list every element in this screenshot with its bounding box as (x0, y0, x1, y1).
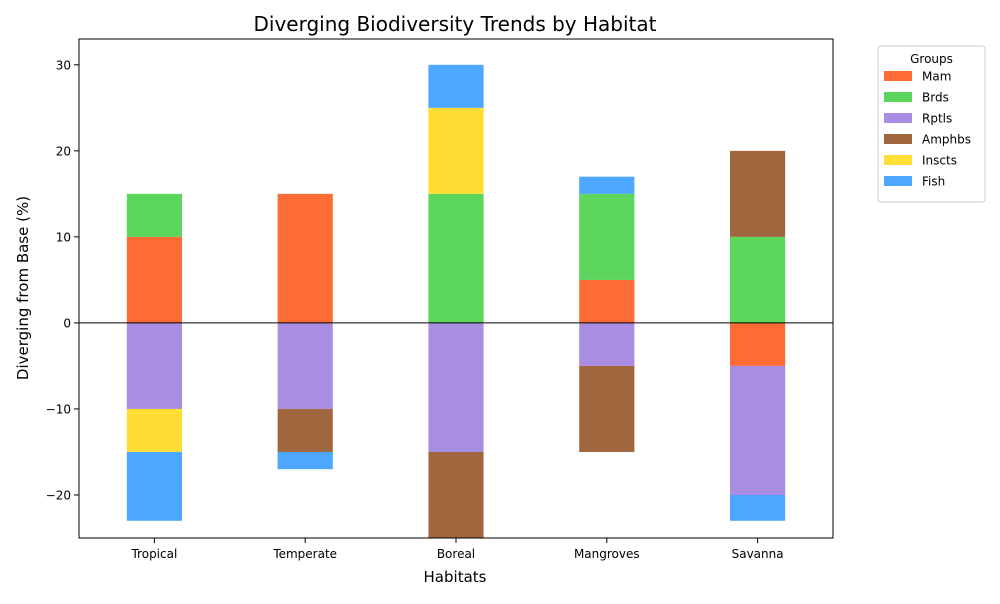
x-tick-label: Mangroves (574, 547, 640, 561)
x-tick-label: Temperate (272, 547, 337, 561)
bar-boreal-amphbs (428, 451, 484, 538)
bar-temperate-amphbs (277, 408, 333, 452)
bar-savanna-fish (730, 494, 786, 521)
bar-temperate-rptls (277, 322, 333, 409)
legend-label-brds: Brds (922, 91, 949, 105)
bar-tropical-fish (126, 451, 182, 521)
y-axis-label: Diverging from Base (%) (14, 196, 32, 380)
legend-label-amphbs: Amphbs (922, 133, 971, 147)
x-tick-label: Savanna (732, 547, 784, 561)
bar-mangroves-mam (579, 279, 635, 323)
legend-label-mam: Mam (922, 70, 951, 84)
bar-boreal-rptls (428, 322, 484, 452)
y-tick-label: −10 (46, 402, 71, 416)
x-tick-label: Boreal (437, 547, 475, 561)
axes-layer: −20 −10 0 10 20 30 Tropical Temperate Boreal Mang… (46, 38, 834, 561)
y-tick-label: 20 (56, 144, 71, 158)
bars-layer (126, 64, 786, 538)
x-tick-label: Tropical (130, 547, 177, 561)
legend-label-fish: Fish (922, 175, 945, 189)
bar-mangroves-fish (579, 176, 635, 194)
legend-swatch-rptls (884, 113, 912, 123)
bar-mangroves-brds (579, 193, 635, 280)
bar-tropical-inscts (126, 408, 182, 452)
bar-temperate-mam (277, 193, 333, 323)
legend-title: Groups (910, 52, 953, 66)
y-tick-label: −20 (46, 488, 71, 502)
bar-tropical-mam (126, 236, 182, 323)
bar-temperate-fish (277, 451, 333, 470)
bar-boreal-fish (428, 64, 484, 108)
bar-savanna-brds (730, 236, 786, 323)
y-tick-label: 10 (56, 230, 71, 244)
legend-swatch-brds (884, 92, 912, 102)
bar-mangroves-rptls (579, 322, 635, 366)
bar-savanna-amphbs (730, 150, 786, 237)
bar-boreal-brds (428, 193, 484, 323)
legend-swatch-inscts (884, 155, 912, 165)
legend-swatch-mam (884, 71, 912, 81)
bar-mangroves-amphbs (579, 365, 635, 452)
legend: Groups Mam Brds Rptls Amphbs Inscts Fish (877, 45, 986, 203)
bar-tropical-brds (126, 193, 182, 237)
bar-savanna-mam (730, 322, 786, 366)
legend-swatch-fish (884, 176, 912, 186)
y-tick-label: 0 (63, 316, 71, 330)
legend-label-inscts: Inscts (922, 154, 957, 168)
legend-swatch-amphbs (884, 134, 912, 144)
chart-title: Diverging Biodiversity Trends by Habitat (254, 12, 657, 36)
x-axis-label: Habitats (424, 568, 487, 586)
y-tick-label: 30 (56, 58, 71, 72)
bar-boreal-inscts (428, 107, 484, 194)
bar-savanna-rptls (730, 365, 786, 495)
legend-label-rptls: Rptls (922, 112, 952, 126)
bar-tropical-rptls (126, 322, 182, 409)
